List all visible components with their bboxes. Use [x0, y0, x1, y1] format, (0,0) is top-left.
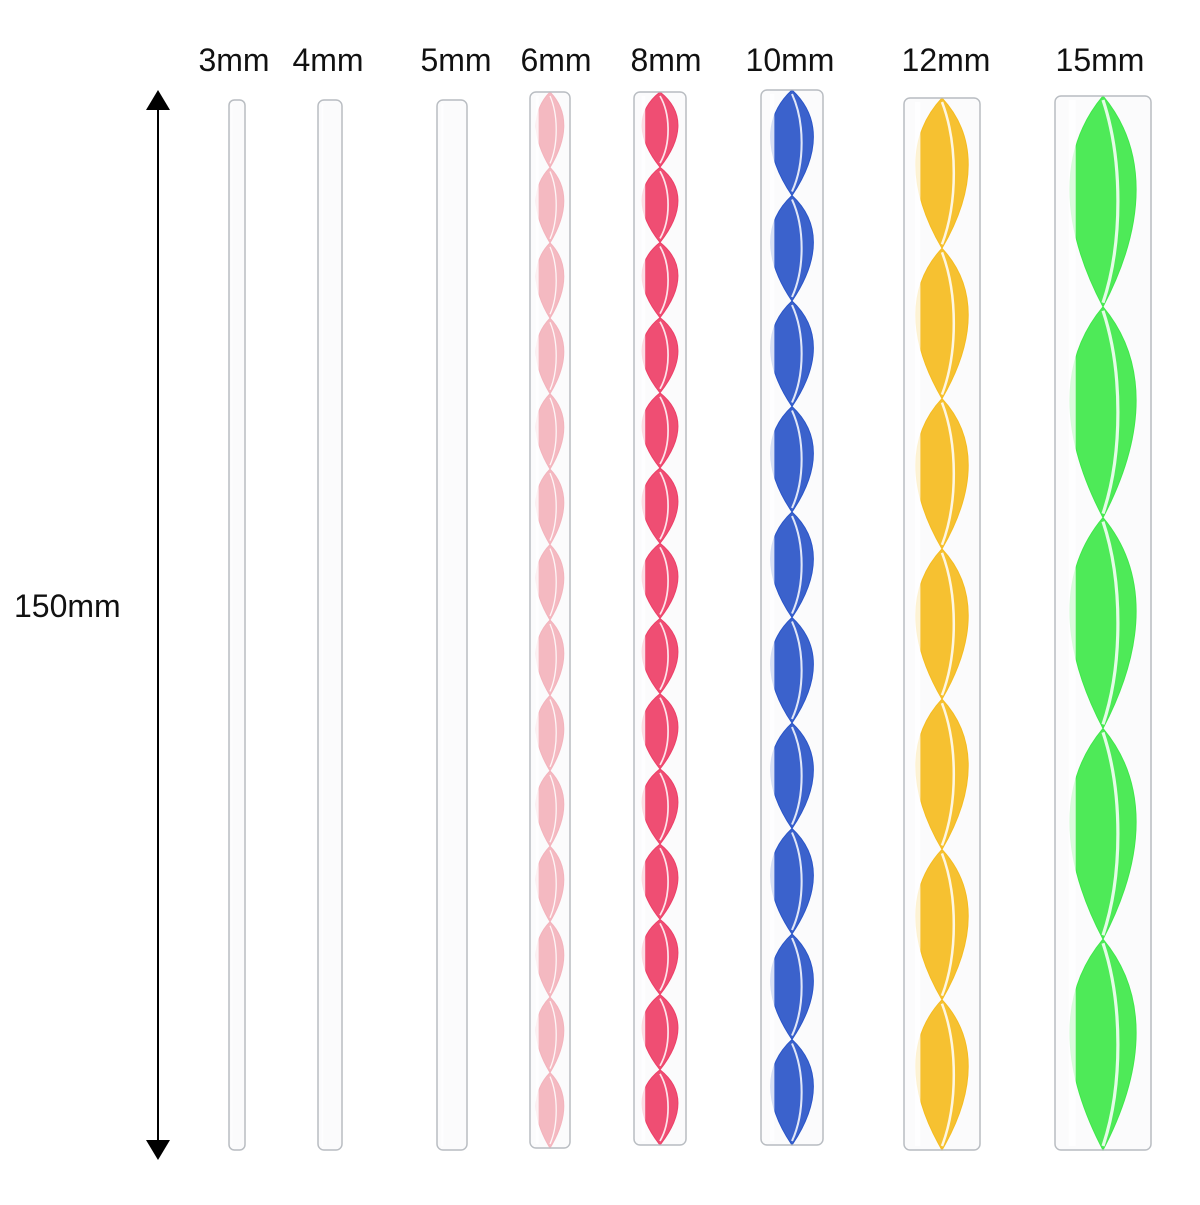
spiral-highlight-8mm — [659, 772, 669, 841]
spiral-highlight-15mm — [1101, 521, 1120, 725]
spiral-highlight-10mm — [791, 515, 803, 614]
spiral-highlight-8mm — [659, 622, 669, 691]
spiral-highlight-8mm — [659, 1073, 669, 1142]
rod-outline-10mm — [760, 89, 824, 1146]
spiral-highlight-10mm — [791, 93, 803, 192]
rod-15mm — [1054, 95, 1152, 1152]
spiral-highlight-15mm — [1101, 99, 1120, 304]
spiral-highlight-6mm — [549, 171, 557, 240]
spiral-highlight-12mm — [940, 852, 955, 997]
spiral-highlight-6mm — [549, 1000, 557, 1069]
spiral-highlight-15mm — [1101, 942, 1120, 1147]
spiral-highlight-10mm — [791, 1043, 803, 1142]
spiral-highlight-12mm — [940, 251, 955, 396]
spiral-highlight-6mm — [549, 699, 557, 768]
spiral-highlight-10mm — [791, 832, 803, 931]
length-label: 150mm — [14, 588, 121, 624]
spiral-highlight-8mm — [659, 95, 669, 164]
spiral-highlight-8mm — [659, 471, 669, 540]
spiral-highlight-10mm — [791, 621, 803, 720]
rod-outline-5mm — [436, 99, 468, 1151]
spiral-highlight-8mm — [659, 922, 669, 992]
spiral-highlight-6mm — [549, 472, 557, 541]
spiral-highlight-8mm — [659, 321, 669, 390]
spiral-highlight-8mm — [659, 998, 669, 1067]
spiral-highlight-6mm — [549, 925, 557, 994]
rod-size-label-15mm: 15mm — [1055, 42, 1145, 78]
spiral-highlight-12mm — [940, 402, 955, 546]
spiral-highlight-10mm — [791, 199, 803, 298]
spiral-highlight-12mm — [940, 1003, 955, 1147]
spiral-highlight-8mm — [659, 847, 669, 916]
rod-size-label-5mm: 5mm — [420, 42, 492, 78]
rod-outline-4mm — [317, 99, 343, 1151]
spiral-highlight-8mm — [659, 245, 669, 315]
spiral-highlight-12mm — [940, 552, 955, 696]
spiral-highlight-10mm — [791, 937, 803, 1036]
spiral-highlight-8mm — [659, 396, 669, 465]
spiral-highlight-6mm — [549, 397, 557, 466]
rod-outline-8mm — [633, 91, 687, 1146]
rod-size-label-6mm: 6mm — [520, 42, 592, 78]
rod-12mm — [903, 97, 981, 1151]
spiral-highlight-6mm — [549, 623, 557, 692]
spiral-highlight-6mm — [549, 774, 557, 843]
spiral-highlight-6mm — [549, 322, 557, 390]
rod-outline-3mm — [228, 99, 246, 1151]
spiral-highlight-6mm — [549, 1076, 557, 1145]
spiral-highlight-12mm — [940, 702, 955, 846]
rod-outline-6mm — [529, 91, 571, 1149]
spiral-highlight-10mm — [791, 304, 803, 403]
spiral-highlight-8mm — [659, 546, 669, 615]
rod-4mm — [317, 99, 343, 1151]
rod-size-label-10mm: 10mm — [745, 42, 835, 78]
rod-5mm — [436, 99, 468, 1151]
rod-size-label-3mm: 3mm — [198, 42, 270, 78]
spiral-highlight-6mm — [549, 548, 557, 617]
spiral-highlight-8mm — [659, 170, 669, 239]
spiral-highlight-6mm — [549, 95, 557, 164]
rod-outline-15mm — [1054, 95, 1152, 1151]
spiral-highlight-15mm — [1101, 310, 1120, 515]
spiral-highlight-12mm — [940, 101, 955, 245]
rod-8mm — [633, 91, 687, 1146]
rod-size-label-12mm: 12mm — [901, 42, 991, 78]
spiral-highlight-10mm — [791, 410, 803, 509]
spiral-highlight-6mm — [549, 850, 557, 918]
rod-size-label-8mm: 8mm — [630, 42, 702, 78]
spiral-highlight-10mm — [791, 726, 803, 825]
spiral-highlight-15mm — [1101, 731, 1120, 936]
rod-outline-12mm — [903, 97, 981, 1151]
rod-3mm — [228, 99, 246, 1151]
rod-size-label-4mm: 4mm — [292, 42, 364, 78]
spiral-highlight-8mm — [659, 697, 669, 766]
spiral-highlight-6mm — [549, 246, 557, 315]
rod-10mm — [760, 89, 824, 1146]
rod-6mm — [529, 91, 571, 1149]
